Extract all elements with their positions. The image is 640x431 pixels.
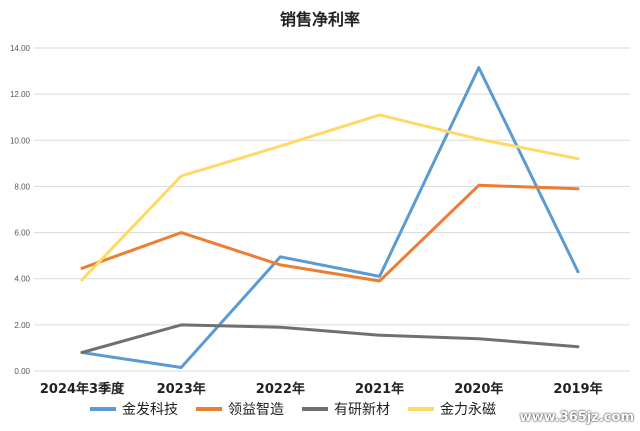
x-axis-ticks: 2024年3季度 2023年 2022年 2021年 2020年 2019年 <box>40 381 603 397</box>
y-tick-label: 2.00 <box>14 321 30 330</box>
series-line-2 <box>80 323 580 354</box>
legend-swatch <box>196 407 222 411</box>
legend-item-0: 金发科技 <box>90 399 178 419</box>
legend-item-1: 领益智造 <box>196 399 284 419</box>
series-line-0 <box>80 66 580 369</box>
watermark: www.365jz.com <box>519 410 634 425</box>
legend-item-3: 金力永磁 <box>408 399 496 419</box>
x-tick-label: 2022年 <box>256 381 305 397</box>
x-tick-label: 2023年 <box>157 381 206 397</box>
y-tick-label: 4.00 <box>14 275 30 284</box>
x-tick-label: 2020年 <box>454 381 503 397</box>
legend: 金发科技 领益智造 有研新材 金力永磁 <box>90 399 514 419</box>
series-line-3 <box>80 113 580 282</box>
y-tick-label: 6.00 <box>14 229 30 238</box>
x-tick-label: 2021年 <box>355 381 404 397</box>
y-tick-label: 0.00 <box>14 367 30 376</box>
legend-swatch <box>90 407 116 411</box>
legend-swatch <box>302 407 328 411</box>
grid-lines <box>34 47 630 372</box>
legend-label: 金发科技 <box>122 402 178 418</box>
legend-label: 有研新材 <box>334 402 390 418</box>
y-tick-label: 14.00 <box>10 44 31 53</box>
legend-swatch <box>408 407 434 411</box>
x-tick-label: 2019年 <box>553 381 602 397</box>
x-tick-label: 2024年3季度 <box>40 381 125 397</box>
y-tick-label: 8.00 <box>14 182 30 191</box>
legend-label: 金力永磁 <box>440 402 496 418</box>
legend-label: 领益智造 <box>228 402 284 418</box>
y-axis-ticks: 0.00 2.00 4.00 6.00 8.00 10.00 12.00 14.00 <box>10 44 31 376</box>
legend-item-2: 有研新材 <box>302 399 390 419</box>
y-tick-label: 12.00 <box>10 90 31 99</box>
chart-title: 销售净利率 <box>279 10 360 29</box>
y-tick-label: 10.00 <box>10 136 31 145</box>
series-lines <box>80 66 580 369</box>
series-line-1 <box>80 183 580 283</box>
